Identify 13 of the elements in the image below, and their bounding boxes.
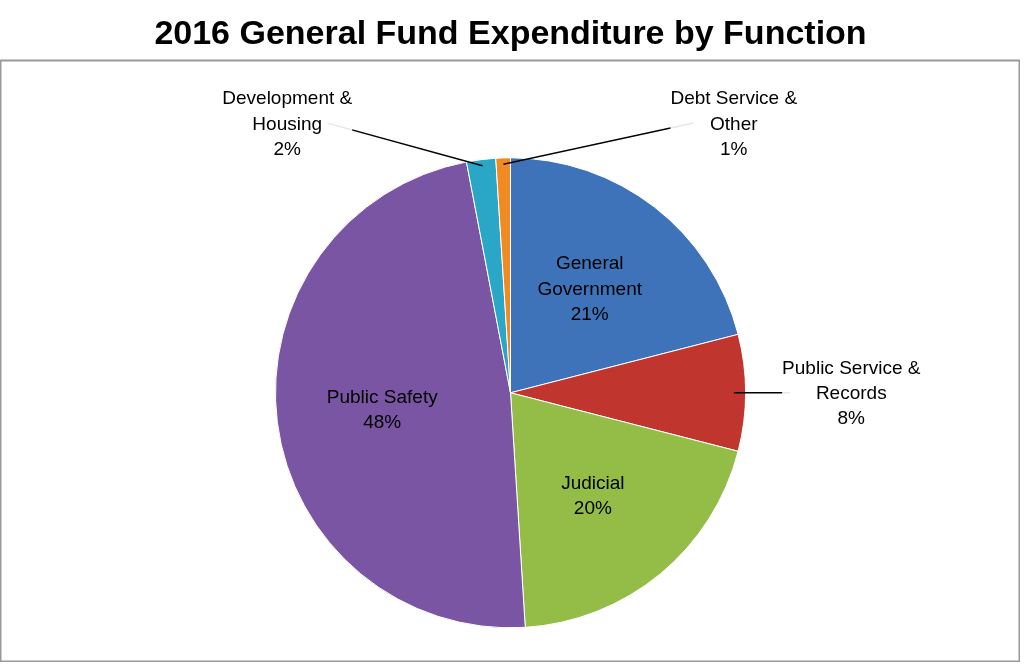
slice-label: Public Service & Records: [782, 357, 921, 404]
data-label: 20%: [573, 496, 613, 518]
slice-label: General Government: [537, 252, 643, 299]
slice-label: Public Safety: [326, 386, 439, 408]
data-label: 48%: [363, 411, 402, 433]
slice-label: Debt Service & Other: [670, 87, 798, 134]
data-label: 21%: [570, 302, 609, 324]
slice-label: Development & Housing: [222, 87, 353, 134]
data-label: 8%: [837, 407, 866, 429]
slice-label: Judicial: [561, 471, 625, 493]
data-label: 1%: [720, 137, 748, 159]
chart-title: 2016 General Fund Expenditure by Function: [154, 12, 867, 51]
data-label: 2%: [273, 137, 302, 159]
